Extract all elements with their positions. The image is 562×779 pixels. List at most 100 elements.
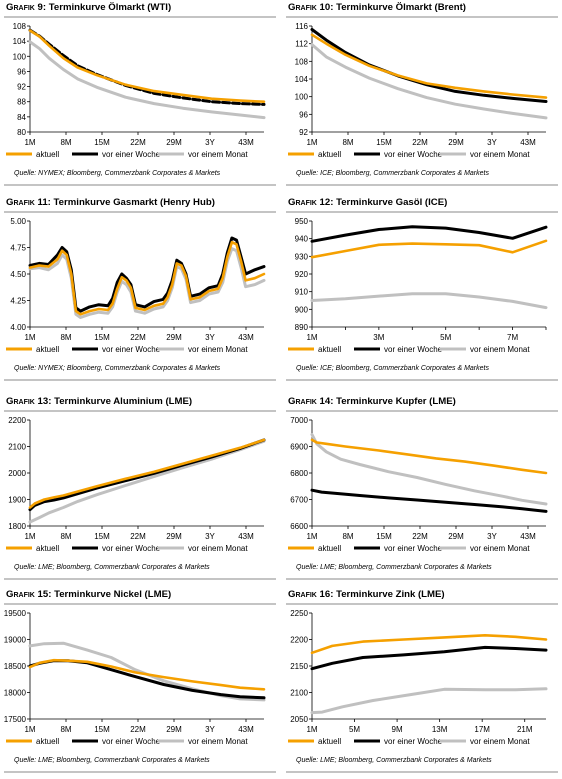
- legend-label: vor einer Woche: [102, 150, 161, 159]
- y-tick-label: 2000: [8, 469, 26, 478]
- series-line-aktuell: [310, 438, 548, 475]
- chart-title-text: Terminkurve Aluminium (LME): [54, 396, 193, 407]
- legend-label: vor einem Monat: [188, 150, 248, 159]
- source-note: Quelle: NYMEX; Bloomberg, Commerzbank Co…: [14, 170, 221, 177]
- chart-title: Grafik 15: Terminkurve Nickel (LME): [6, 589, 171, 600]
- y-tick-label: 6700: [290, 496, 308, 505]
- x-tick-label: 21M: [517, 725, 533, 734]
- chart-title: Grafik 10: Terminkurve Ölmarkt (Brent): [288, 2, 466, 13]
- x-tick-label: 29M: [448, 532, 464, 541]
- y-tick-label: 2100: [8, 443, 26, 452]
- chart-title-prefix: Grafik: [6, 197, 35, 208]
- x-tick-label: 15M: [376, 138, 392, 147]
- x-tick-label: 29M: [166, 138, 182, 147]
- separator-rule: [286, 771, 558, 773]
- x-tick-label: 7M: [507, 333, 518, 342]
- chart-title-prefix: Grafik: [288, 589, 317, 600]
- x-tick-label: 43M: [238, 333, 254, 342]
- series-line-vor-einem-monat: [28, 641, 266, 702]
- separator-rule: [4, 771, 276, 773]
- y-tick-label: 104: [13, 37, 27, 46]
- legend-label: vor einer Woche: [384, 737, 443, 746]
- title-rule: [4, 211, 276, 213]
- x-tick-label: 3Y: [205, 333, 215, 342]
- chart-panel-gasoel: Grafik 12: Terminkurve Gasöl (ICE) 890 900…: [284, 195, 562, 387]
- y-tick-label: 4.75: [10, 244, 26, 253]
- x-tick-label: 8M: [60, 725, 71, 734]
- legend-label: vor einem Monat: [470, 737, 530, 746]
- source-note: Quelle: ICE; Bloomberg, Commerzbank Corp…: [296, 170, 489, 177]
- chart-svg: 4.00 4.25 4.50 4.75 5.00 1M 8M 15M 22M 29M 3Y 43M ak…: [6, 217, 266, 354]
- y-tick-label: 17500: [4, 715, 27, 724]
- chart-number: 11:: [34, 197, 54, 208]
- y-tick-label: 2200: [290, 636, 308, 645]
- legend-label: vor einer Woche: [102, 345, 161, 354]
- source-note: Quelle: LME; Bloomberg, Commerzbank Corp…: [296, 757, 492, 764]
- series-line-aktuell: [28, 658, 266, 691]
- separator-rule: [286, 578, 558, 580]
- series-line-vor-einem-monat: [310, 43, 548, 120]
- x-tick-label: 1M: [24, 725, 35, 734]
- series-line-vor-einer-woche: [28, 659, 266, 700]
- series-line-vor-einem-monat: [28, 439, 266, 524]
- y-tick-label: 18500: [4, 662, 27, 671]
- x-tick-label: 8M: [342, 138, 353, 147]
- y-tick-label: 2100: [290, 689, 308, 698]
- chart-title-text: Terminkurve Ölmarkt (WTI): [48, 2, 172, 13]
- chart-svg: 6600 6700 6800 6900 7000 1M 8M 15M 22M 29M 3Y 43M ak…: [288, 416, 548, 553]
- chart-title-prefix: Grafik: [288, 396, 317, 407]
- y-tick-label: 100: [295, 93, 309, 102]
- chart-panel-aluminium: Grafik 13: Terminkurve Aluminium (LME) 18…: [2, 394, 280, 586]
- x-tick-label: 15M: [94, 333, 110, 342]
- chart-number: 12:: [316, 197, 337, 208]
- chart-number: 14:: [316, 396, 337, 407]
- legend-label: aktuell: [36, 737, 59, 746]
- x-tick-label: 43M: [238, 532, 254, 541]
- separator-rule: [4, 578, 276, 580]
- chart-svg: 92 96 100 104 108 112 116 1M 8M 15M 22M 29M 3Y 43M akt…: [288, 22, 548, 159]
- x-tick-label: 15M: [376, 532, 392, 541]
- series-line-vor-einer-woche: [310, 645, 548, 671]
- legend-label: vor einem Monat: [188, 345, 248, 354]
- series-line-aktuell: [28, 240, 266, 316]
- series-line-aktuell: [28, 438, 266, 509]
- x-tick-label: 15M: [94, 532, 110, 541]
- y-tick-label: 88: [17, 98, 26, 107]
- y-tick-label: 92: [17, 83, 26, 92]
- source-note: Quelle: ICE; Bloomberg, Commerzbank Corp…: [296, 365, 489, 372]
- title-rule: [286, 211, 558, 213]
- x-tick-label: 3Y: [487, 532, 497, 541]
- x-tick-label: 3Y: [487, 138, 497, 147]
- separator-rule: [4, 184, 276, 186]
- x-tick-label: 22M: [130, 138, 146, 147]
- chart-title-prefix: Grafik: [6, 396, 35, 407]
- x-tick-label: 8M: [60, 333, 71, 342]
- y-tick-label: 96: [17, 67, 26, 76]
- legend-label: aktuell: [318, 737, 341, 746]
- legend-label: aktuell: [36, 345, 59, 354]
- chart-svg: 2050 2100 2150 2200 2250 1M 5M 9M 13M 17M 21M aktue…: [288, 609, 548, 746]
- y-tick-label: 92: [299, 128, 308, 137]
- legend-label: vor einer Woche: [384, 345, 443, 354]
- x-tick-label: 1M: [24, 138, 35, 147]
- chart-panel-zink: Grafik 16: Terminkurve Zink (LME) 2050 210…: [284, 587, 562, 779]
- legend-label: vor einem Monat: [188, 737, 248, 746]
- chart-title-text: Terminkurve Kupfer (LME): [336, 396, 456, 407]
- legend-label: vor einem Monat: [470, 345, 530, 354]
- y-tick-label: 2200: [8, 416, 26, 425]
- y-tick-label: 18000: [4, 689, 27, 698]
- y-tick-label: 890: [295, 323, 309, 332]
- chart-title-text: Terminkurve Nickel (LME): [54, 589, 172, 600]
- y-tick-label: 930: [295, 252, 309, 261]
- y-tick-label: 4.50: [10, 270, 26, 279]
- x-tick-label: 29M: [166, 725, 182, 734]
- title-rule: [286, 603, 558, 605]
- chart-number: 9:: [34, 2, 49, 13]
- x-tick-label: 22M: [412, 138, 428, 147]
- chart-svg: 17500 18000 18500 19000 19500 1M 8M 15M 22M 29M 3Y…: [4, 609, 266, 746]
- chart-panel-brent: Grafik 10: Terminkurve Ölmarkt (Brent) 92…: [284, 0, 562, 192]
- chart-title: Grafik 11: Terminkurve Gasmarkt (Henry H…: [6, 197, 215, 208]
- x-tick-label: 17M: [474, 725, 490, 734]
- y-tick-label: 6800: [290, 469, 308, 478]
- x-tick-label: 1M: [306, 138, 317, 147]
